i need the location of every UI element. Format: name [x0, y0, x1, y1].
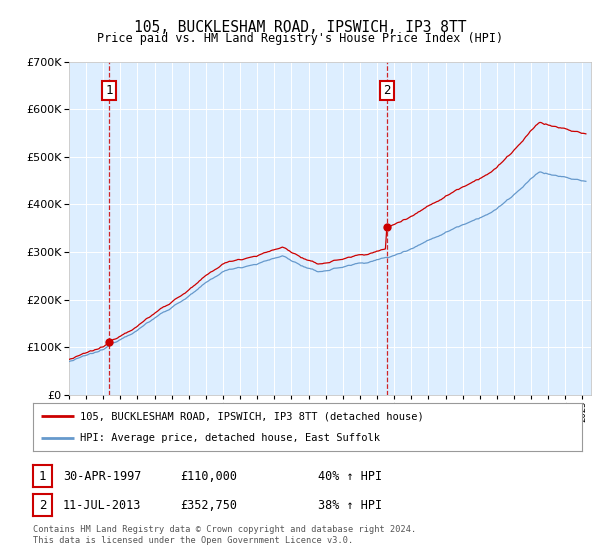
Text: £352,750: £352,750	[180, 498, 237, 512]
Text: 11-JUL-2013: 11-JUL-2013	[63, 498, 142, 512]
Text: 38% ↑ HPI: 38% ↑ HPI	[318, 498, 382, 512]
Text: 105, BUCKLESHAM ROAD, IPSWICH, IP3 8TT: 105, BUCKLESHAM ROAD, IPSWICH, IP3 8TT	[134, 21, 466, 35]
Text: 2: 2	[39, 498, 46, 512]
Text: 2: 2	[383, 83, 391, 97]
Text: HPI: Average price, detached house, East Suffolk: HPI: Average price, detached house, East…	[80, 433, 380, 443]
Text: 1: 1	[39, 469, 46, 483]
Text: Price paid vs. HM Land Registry's House Price Index (HPI): Price paid vs. HM Land Registry's House …	[97, 31, 503, 45]
Text: Contains HM Land Registry data © Crown copyright and database right 2024.
This d: Contains HM Land Registry data © Crown c…	[33, 525, 416, 545]
Text: 40% ↑ HPI: 40% ↑ HPI	[318, 469, 382, 483]
Text: 30-APR-1997: 30-APR-1997	[63, 469, 142, 483]
Text: £110,000: £110,000	[180, 469, 237, 483]
Text: 105, BUCKLESHAM ROAD, IPSWICH, IP3 8TT (detached house): 105, BUCKLESHAM ROAD, IPSWICH, IP3 8TT (…	[80, 411, 424, 421]
Text: 1: 1	[106, 83, 113, 97]
